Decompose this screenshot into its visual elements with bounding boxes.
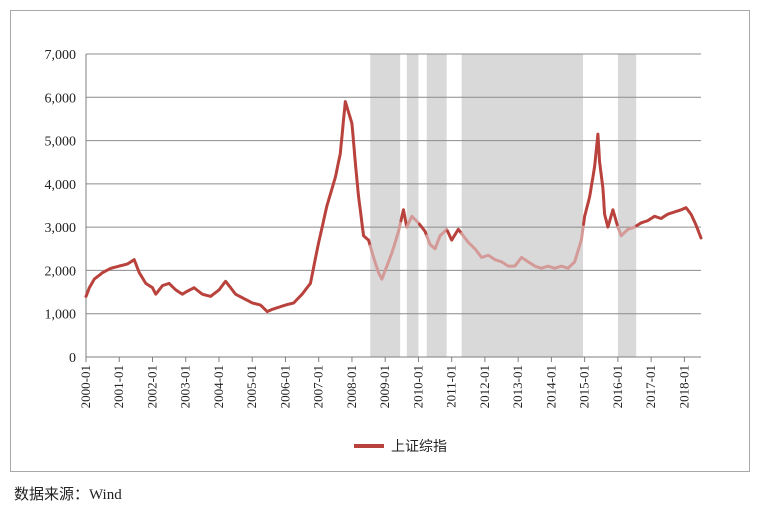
x-tick-label: 2018-01: [676, 365, 691, 408]
shaded-period-1: [370, 54, 401, 357]
series-layer: [84, 100, 703, 314]
series-line-faded-segment: [425, 227, 449, 251]
x-tick-label: 2016-01: [610, 365, 625, 408]
x-tick-label: 2008-01: [344, 365, 359, 408]
series-line-segment: [399, 208, 409, 229]
x-tick-label: 2014-01: [543, 365, 558, 408]
x-tick-label: 2010-01: [410, 365, 425, 408]
shaded-period-5: [617, 54, 637, 357]
y-tick-label: 6,000: [45, 91, 77, 106]
x-tick-label: 2003-01: [178, 365, 193, 408]
y-tick-label: 2,000: [45, 264, 77, 279]
y-tick-label: 1,000: [45, 308, 77, 323]
y-tick-label: 0: [69, 351, 76, 366]
x-tick-label: 2000-01: [78, 365, 93, 408]
x-tick-label: 2013-01: [510, 365, 525, 408]
series-line-segment: [635, 206, 703, 240]
legend-label: 上证综指: [391, 439, 447, 455]
chart-frame: 0 1,000 2,000 3,000 4,000 5,000 6,000 7,000 200…: [10, 10, 750, 472]
y-tick-label: 7,000: [45, 48, 77, 63]
x-axis-ticks: 2000-01 2001-01 2002-01 2003-01 2004-01 2005-…: [78, 357, 691, 408]
y-tick-label: 3,000: [45, 221, 77, 236]
shaded-period-2: [406, 54, 419, 357]
shaded-period-4: [461, 54, 583, 357]
x-tick-label: 2004-01: [211, 365, 226, 408]
shaded-period-3: [426, 54, 447, 357]
series-line-faded-segment: [368, 219, 403, 281]
y-tick-label: 5,000: [45, 135, 77, 150]
series-line-faded-segment: [405, 214, 421, 229]
x-tick-label: 2006-01: [277, 365, 292, 408]
series-line-segment: [446, 227, 464, 242]
legend: 上证综指: [354, 439, 447, 455]
x-tick-label: 2001-01: [111, 365, 126, 408]
y-axis-ticks: 0 1,000 2,000 3,000 4,000 5,000 6,000 7,000: [45, 48, 77, 366]
series-line-faded-segment: [616, 224, 639, 238]
series-line-faded-segment: [460, 222, 585, 270]
x-tick-label: 2007-01: [311, 365, 326, 408]
x-tick-label: 2005-01: [244, 365, 259, 408]
x-tick-label: 2017-01: [643, 365, 658, 408]
line-chart: 0 1,000 2,000 3,000 4,000 5,000 6,000 7,000 200…: [45, 48, 703, 455]
series-line-segment: [84, 100, 372, 314]
y-tick-label: 4,000: [45, 178, 77, 193]
shaded-periods: [370, 54, 637, 357]
series-line-segment: [418, 222, 429, 238]
series-line-segment: [582, 132, 620, 229]
x-tick-label: 2011-01: [444, 365, 459, 408]
x-tick-label: 2009-01: [377, 365, 392, 408]
x-tick-label: 2012-01: [477, 365, 492, 408]
gridlines: [85, 53, 701, 358]
x-tick-label: 2002-01: [144, 365, 159, 408]
x-tick-label: 2015-01: [577, 365, 592, 408]
source-note: 数据来源：Wind: [14, 487, 122, 503]
